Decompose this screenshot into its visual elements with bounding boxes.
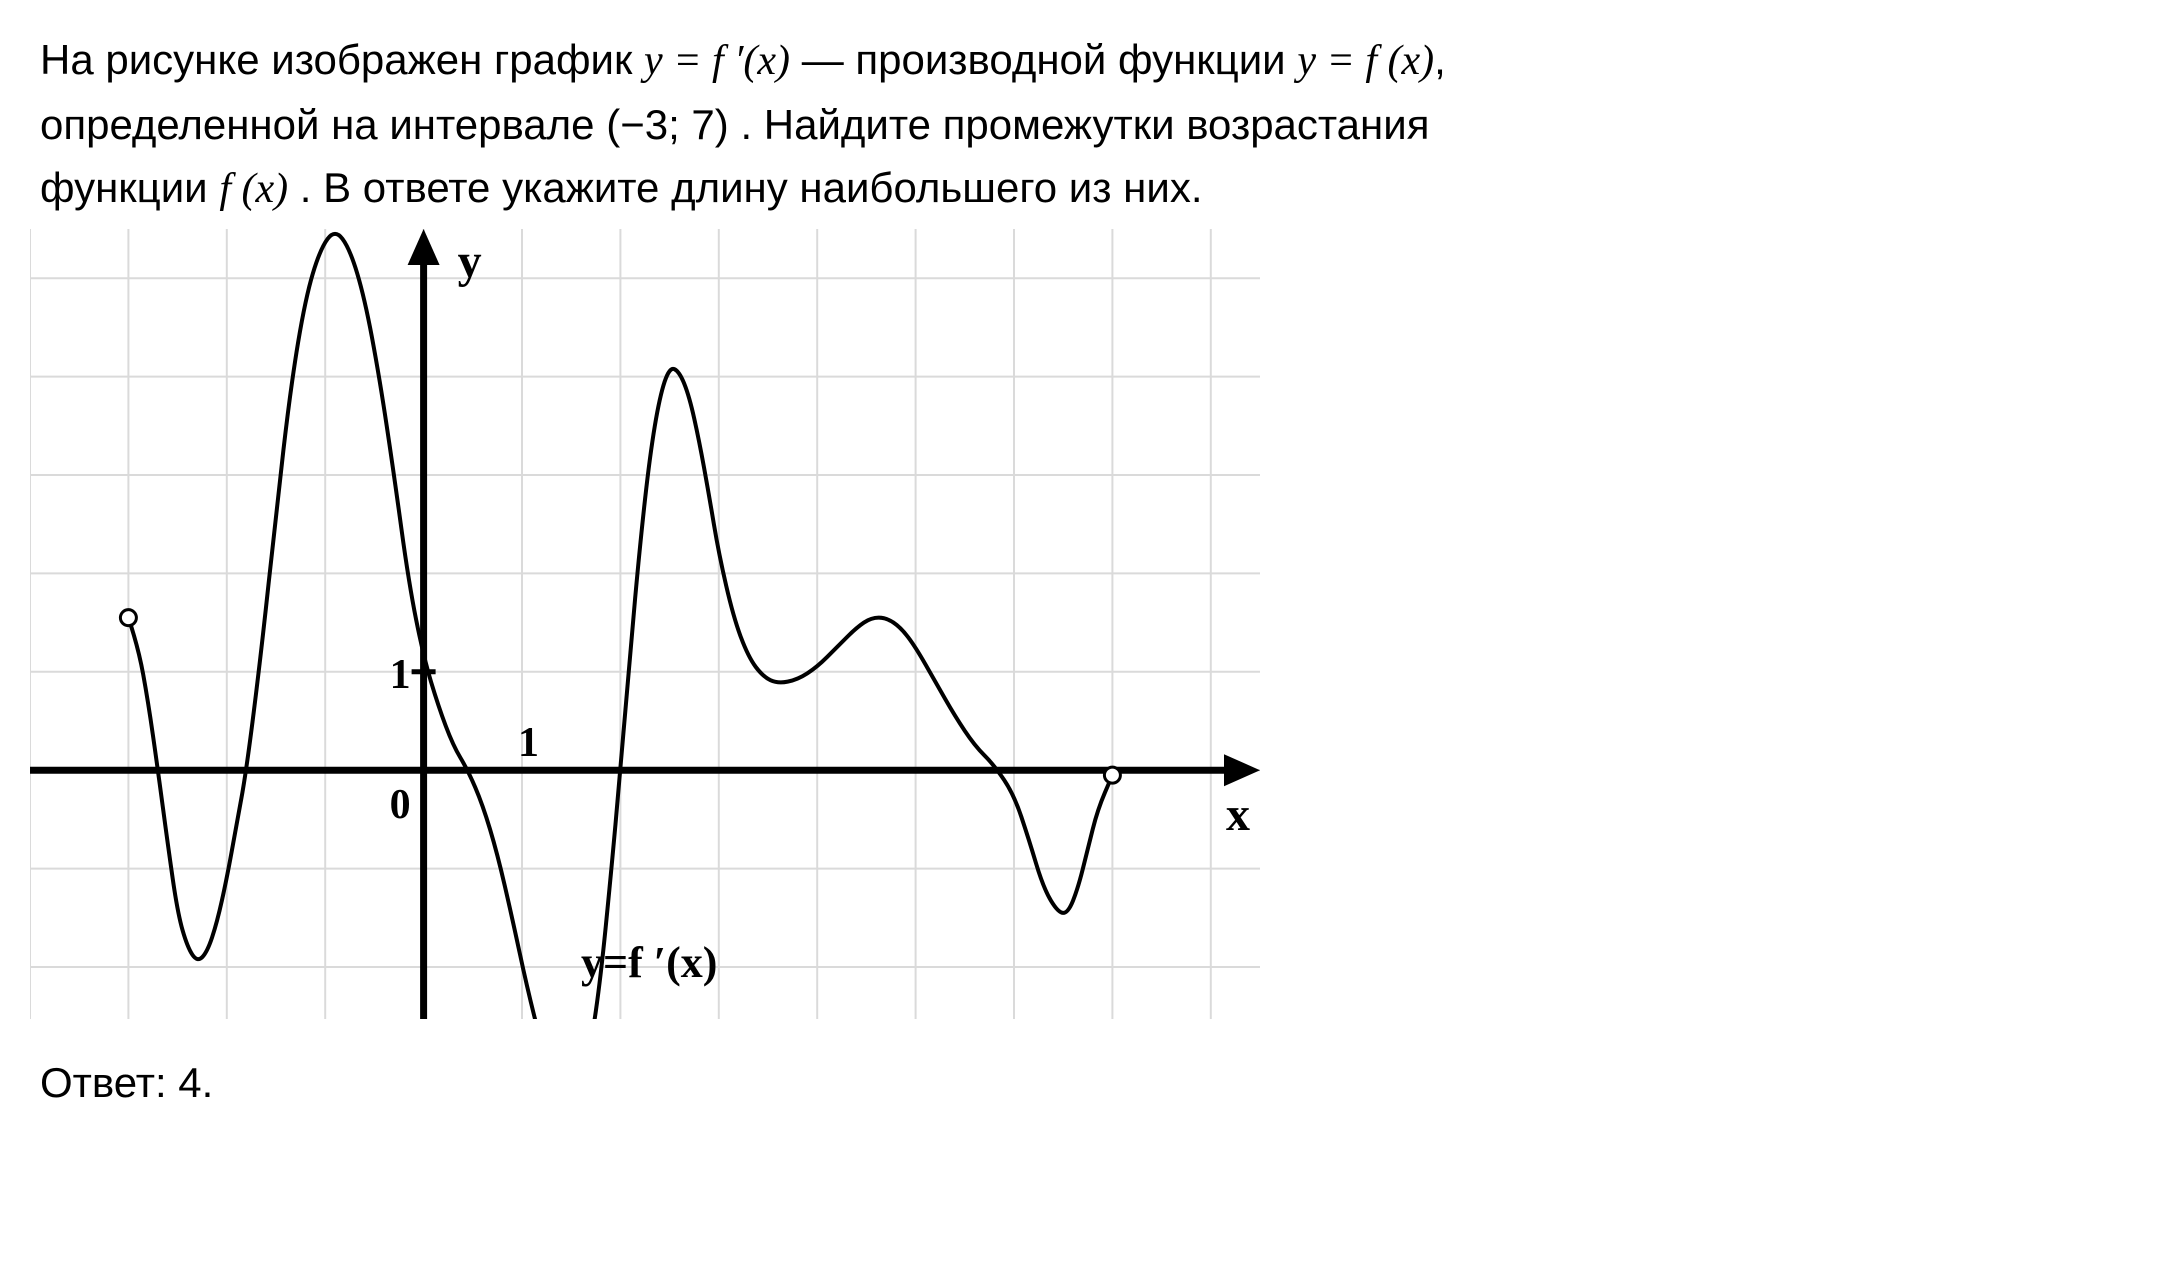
math: y: [1297, 38, 1316, 84]
text: функции: [40, 164, 219, 211]
open-endpoint: [1104, 767, 1120, 783]
math: f (x): [1365, 38, 1434, 84]
math: =: [1316, 38, 1365, 84]
text: . В ответе укажите длину наибольшего из …: [300, 164, 1203, 211]
math: f (x): [219, 166, 288, 212]
text: определенной на интервале: [40, 101, 606, 148]
problem-statement: На рисунке изображен график y = f ′(x) —…: [40, 28, 2100, 221]
open-endpoint: [120, 610, 136, 626]
tick-x-label: 1: [518, 720, 539, 766]
answer-label: Ответ:: [40, 1059, 178, 1106]
chart-bg: [30, 229, 1260, 1019]
text: На рисунке изображен график: [40, 36, 644, 83]
chart-svg: y x 0 1 1 y=f ′(x): [30, 229, 1260, 1019]
curve-label: y=f ′(x): [581, 938, 717, 987]
origin-label: 0: [390, 782, 411, 828]
text: — производной функции: [802, 36, 1298, 83]
text: . Найдите промежутки возрастания: [740, 101, 1429, 148]
x-axis-label: x: [1226, 788, 1250, 841]
y-axis-label: y: [458, 235, 482, 288]
math: =: [663, 38, 712, 84]
math: f ′(x): [712, 38, 790, 84]
answer-line: Ответ: 4.: [40, 1059, 2120, 1107]
tick-y-label: 1: [390, 652, 411, 698]
derivative-chart: y x 0 1 1 y=f ′(x): [30, 229, 2120, 1019]
interval: (−3; 7): [606, 101, 729, 148]
answer-value: 4.: [178, 1059, 213, 1106]
math: y: [644, 38, 663, 84]
